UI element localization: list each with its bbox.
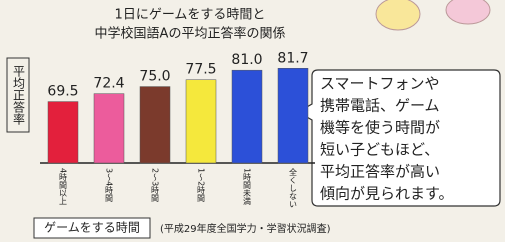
value-label: 81.0 bbox=[231, 52, 262, 68]
note-text: 短い子どもほど、 bbox=[320, 141, 439, 159]
x-axis-label: ゲームをする時間 bbox=[44, 221, 140, 235]
decoration bbox=[446, 0, 490, 24]
source: (平成29年度全国学力・学習状況調査) bbox=[160, 222, 331, 235]
bar bbox=[186, 80, 216, 163]
note-text: スマートフォンや bbox=[320, 75, 440, 93]
bar bbox=[140, 87, 170, 163]
value-label: 75.0 bbox=[139, 69, 170, 85]
bar bbox=[48, 102, 78, 163]
note-text: 携帯電話、ゲーム bbox=[320, 97, 440, 115]
chart-title: 1日にゲームをする時間と bbox=[115, 8, 266, 23]
note-text: 傾向が見られます。 bbox=[320, 185, 454, 203]
value-label: 81.7 bbox=[277, 50, 308, 66]
note-text: 機等を使う時間が bbox=[320, 119, 440, 137]
x-tick-label: 4時間以上 bbox=[59, 168, 68, 205]
chart-title: 中学校国語Aの平均正答率の関係 bbox=[95, 26, 286, 42]
chart: 1日にゲームをする時間と 中学校国語Aの平均正答率の関係 平均正答率 ゲームをす… bbox=[0, 0, 505, 242]
note-text: 平均正答率が高い bbox=[320, 163, 440, 181]
x-tick-label: 1〜2時間 bbox=[197, 168, 206, 203]
x-tick-label: 全くしない bbox=[289, 167, 298, 208]
bar bbox=[278, 68, 308, 163]
decoration bbox=[376, 0, 420, 30]
y-axis-label: 平均正答率 bbox=[12, 65, 26, 125]
bar bbox=[94, 94, 124, 163]
value-label: 77.5 bbox=[185, 62, 216, 78]
x-tick-label: 3〜4時間 bbox=[105, 168, 114, 203]
value-label: 69.5 bbox=[47, 84, 78, 100]
x-tick-label: 1時間未満 bbox=[243, 168, 252, 206]
bar bbox=[232, 70, 262, 163]
value-label: 72.4 bbox=[93, 76, 124, 92]
x-tick-label: 2〜3時間 bbox=[151, 168, 160, 203]
